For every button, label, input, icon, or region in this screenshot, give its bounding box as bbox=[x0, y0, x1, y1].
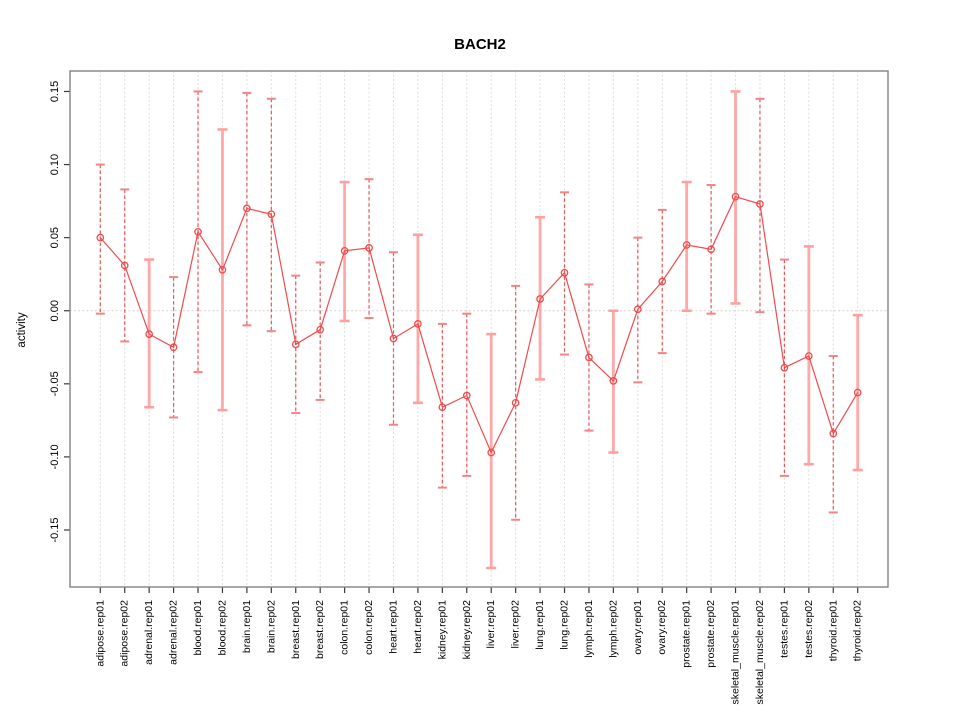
x-tick-label: brain.rep02 bbox=[265, 600, 277, 653]
x-tick-label: testes.rep02 bbox=[803, 600, 815, 658]
data-point bbox=[780, 363, 789, 372]
x-tick-label: lung.rep01 bbox=[534, 600, 546, 650]
data-point bbox=[682, 241, 691, 249]
x-tick-label: skeletal_muscle.rep02 bbox=[754, 600, 766, 705]
data-point bbox=[853, 388, 862, 397]
data-point bbox=[560, 268, 569, 277]
axes: 0.15 0.10 0.05 0.00 -0.05 -0.10 -0.15 adipose.r… bbox=[49, 81, 864, 705]
data-point bbox=[316, 325, 325, 334]
x-tick-label: breast.rep02 bbox=[314, 600, 326, 659]
y-tick-label: 0.00 bbox=[49, 300, 61, 321]
data-point bbox=[340, 246, 349, 255]
x-tick-label: liver.rep01 bbox=[485, 600, 497, 649]
data-point bbox=[218, 265, 227, 274]
x-tick-label: heart.rep01 bbox=[387, 600, 399, 654]
x-tick-label: liver.rep02 bbox=[510, 600, 522, 649]
gridlines bbox=[69, 70, 889, 588]
x-tick-label: breast.rep01 bbox=[290, 600, 302, 659]
data-point bbox=[96, 233, 105, 242]
data-point bbox=[389, 334, 398, 343]
data-point bbox=[462, 391, 471, 400]
data-point bbox=[438, 403, 447, 412]
data-point bbox=[609, 377, 618, 385]
y-tick-label: 0.10 bbox=[49, 154, 61, 175]
data-point bbox=[414, 320, 422, 328]
y-tick-label: 0.15 bbox=[49, 81, 61, 102]
x-tick-label: colon.rep01 bbox=[339, 600, 351, 655]
x-tick-label: ovary.rep01 bbox=[632, 600, 644, 655]
x-tick-label: lung.rep02 bbox=[559, 600, 571, 650]
x-tick-label: adrenal.rep01 bbox=[143, 600, 155, 665]
x-tick-label: lymph.rep01 bbox=[583, 600, 595, 658]
error-bars bbox=[95, 90, 863, 570]
data-point bbox=[267, 210, 276, 219]
data-point bbox=[585, 353, 593, 362]
data-point bbox=[194, 227, 202, 236]
y-axis-label: activity bbox=[16, 312, 28, 347]
x-tick-label: colon.rep02 bbox=[363, 600, 375, 655]
data-point bbox=[291, 340, 300, 349]
x-tick-label: skeletal_muscle.rep01 bbox=[730, 600, 742, 705]
data-point bbox=[243, 204, 251, 213]
data-point bbox=[707, 245, 715, 254]
data-point bbox=[633, 305, 642, 314]
x-tick-label: kidney.rep01 bbox=[436, 600, 448, 660]
x-tick-label: adipose.rep01 bbox=[94, 600, 106, 667]
data-point bbox=[756, 200, 764, 208]
data-point bbox=[536, 295, 544, 303]
y-tick-label: -0.10 bbox=[49, 444, 61, 469]
data-series bbox=[96, 192, 862, 457]
x-tick-label: prostate.rep01 bbox=[681, 600, 693, 668]
x-tick-label: prostate.rep02 bbox=[705, 600, 717, 668]
x-tick-label: blood.rep01 bbox=[192, 600, 204, 656]
x-tick-label: thyroid.rep01 bbox=[827, 600, 839, 661]
data-point bbox=[120, 261, 129, 270]
y-tick-label: -0.15 bbox=[49, 517, 61, 542]
data-point bbox=[487, 448, 496, 457]
x-tick-label: kidney.rep02 bbox=[461, 600, 473, 660]
x-tick-label: thyroid.rep02 bbox=[852, 600, 864, 661]
x-tick-label: heart.rep02 bbox=[412, 600, 424, 654]
x-tick-label: lymph.rep02 bbox=[607, 600, 619, 658]
x-tick-label: brain.rep01 bbox=[241, 600, 253, 653]
data-point bbox=[829, 429, 838, 438]
x-tick-label: testes.rep01 bbox=[778, 600, 790, 658]
data-point bbox=[511, 398, 520, 407]
x-tick-label: ovary.rep02 bbox=[656, 600, 668, 655]
x-tick-label: adipose.rep02 bbox=[119, 600, 131, 667]
data-point bbox=[658, 277, 667, 286]
data-point bbox=[731, 192, 740, 201]
y-tick-label: -0.05 bbox=[49, 371, 61, 396]
data-point bbox=[365, 244, 373, 252]
y-tick-label: 0.05 bbox=[49, 227, 61, 248]
data-point bbox=[804, 352, 813, 360]
series-line bbox=[99, 195, 859, 454]
data-point bbox=[169, 343, 178, 352]
x-tick-label: adrenal.rep02 bbox=[168, 600, 180, 665]
data-point bbox=[145, 330, 154, 338]
plot-border bbox=[69, 70, 889, 588]
x-tick-label: blood.rep02 bbox=[216, 600, 228, 656]
chart-title: BACH2 bbox=[454, 36, 506, 53]
